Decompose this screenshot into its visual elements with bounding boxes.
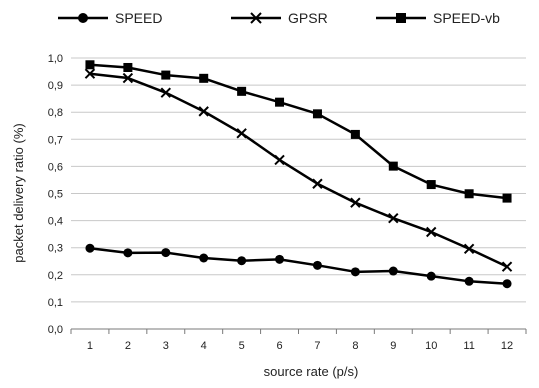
x-marker-stroke <box>463 243 475 254</box>
x-tick-label: 7 <box>314 340 320 352</box>
x-tick-label: 10 <box>425 340 437 352</box>
data-point-speed-vb <box>502 193 512 203</box>
data-point-gpsr <box>501 261 513 272</box>
legend-marker <box>250 12 262 24</box>
x-tick-label: 1 <box>87 340 93 352</box>
data-point-gpsr <box>350 197 361 208</box>
series-speed-vb <box>85 60 512 203</box>
x-marker-stroke <box>426 226 437 238</box>
y-tick-label: 0,2 <box>48 270 63 282</box>
x-marker-stroke <box>350 197 361 208</box>
data-point-gpsr <box>274 154 285 166</box>
legend-item-speed: SPEED <box>58 10 162 26</box>
legend-item-speed-vb: SPEED-vb <box>376 10 500 26</box>
x-marker-stroke <box>501 261 513 272</box>
series-gpsr <box>84 68 513 272</box>
data-point-speed-vb <box>388 161 398 171</box>
x-tick-label: 12 <box>501 340 513 352</box>
x-tick-label: 3 <box>163 340 169 352</box>
x-marker-stroke <box>122 72 134 84</box>
data-point-speed <box>199 253 209 263</box>
y-axis-label: packet delivery ratio (%) <box>11 123 26 262</box>
data-point-speed <box>388 266 398 276</box>
data-point-gpsr <box>312 178 323 189</box>
x-tick-label: 8 <box>352 340 358 352</box>
data-point-gpsr <box>388 212 399 224</box>
x-axis-label: source rate (p/s) <box>264 364 359 379</box>
data-point-gpsr <box>84 68 96 79</box>
legend-label: SPEED <box>115 10 162 26</box>
series-speed <box>85 243 512 289</box>
data-point-speed <box>237 256 247 266</box>
data-point-speed <box>312 260 322 270</box>
data-point-speed-vb <box>123 62 133 72</box>
x-tick-label: 11 <box>463 340 474 352</box>
y-tick-label: 0,6 <box>48 161 63 173</box>
data-point-speed-vb <box>275 97 285 107</box>
data-point-speed <box>350 267 360 277</box>
x-tick-label: 2 <box>125 340 131 352</box>
data-point-speed-vb <box>350 129 360 139</box>
x-marker-stroke <box>236 128 247 139</box>
y-tick-label: 0,4 <box>48 216 63 228</box>
x-tick-label: 9 <box>390 340 396 352</box>
data-point-speed <box>426 271 436 281</box>
x-marker-stroke <box>84 68 96 79</box>
y-tick-label: 0,7 <box>48 134 63 146</box>
y-tick-label: 0,8 <box>48 107 63 119</box>
series-line-speed <box>89 247 508 285</box>
x-marker-stroke <box>312 178 323 189</box>
legend-marker <box>78 13 88 23</box>
data-point-gpsr <box>122 72 134 84</box>
data-point-speed <box>464 276 474 286</box>
data-point-gpsr <box>198 106 209 117</box>
y-tick-label: 1,0 <box>48 53 63 65</box>
data-point-gpsr <box>426 226 437 238</box>
x-tick-label: 5 <box>239 340 245 352</box>
data-point-speed-vb <box>85 60 95 70</box>
x-marker-stroke <box>160 87 171 98</box>
data-point-speed <box>123 248 133 258</box>
legend-marker <box>396 13 406 23</box>
x-marker-stroke <box>388 212 399 224</box>
y-tick-label: 0,9 <box>48 80 63 92</box>
data-point-speed-vb <box>161 70 171 80</box>
data-point-speed <box>85 243 95 253</box>
y-tick-label: 0,1 <box>48 297 63 309</box>
legend: SPEED GPSR SPEED-vb <box>58 10 500 26</box>
x-marker-stroke <box>198 106 209 117</box>
data-point-gpsr <box>236 128 247 139</box>
legend-item-gpsr: GPSR <box>231 10 328 26</box>
series-line-gpsr <box>89 72 508 268</box>
legend-label: SPEED-vb <box>433 10 500 26</box>
y-tick-label: 0,5 <box>48 189 63 201</box>
data-point-speed-vb <box>426 180 436 190</box>
y-tick-label: 0,0 <box>48 324 63 336</box>
x-tick-label: 4 <box>201 340 207 352</box>
series-layer <box>84 60 513 289</box>
gridlines <box>71 57 526 303</box>
legend-label: GPSR <box>288 10 328 26</box>
x-tick-label: 6 <box>276 340 282 352</box>
axes: 0,00,10,20,30,40,50,60,70,80,91,01 2 3 4 5 6 7… <box>48 53 527 352</box>
data-point-gpsr <box>463 243 475 254</box>
series-line-speed-vb <box>89 63 508 200</box>
x-marker-stroke <box>274 154 285 166</box>
data-point-speed <box>161 248 171 258</box>
data-point-speed-vb <box>464 189 474 199</box>
data-point-speed-vb <box>237 86 247 96</box>
data-point-speed <box>502 279 512 289</box>
data-point-speed-vb <box>199 73 209 83</box>
data-point-speed-vb <box>312 109 322 119</box>
x-marker-stroke <box>250 12 262 24</box>
data-point-speed <box>275 254 285 264</box>
y-tick-label: 0,3 <box>48 243 63 255</box>
data-point-gpsr <box>160 87 171 98</box>
